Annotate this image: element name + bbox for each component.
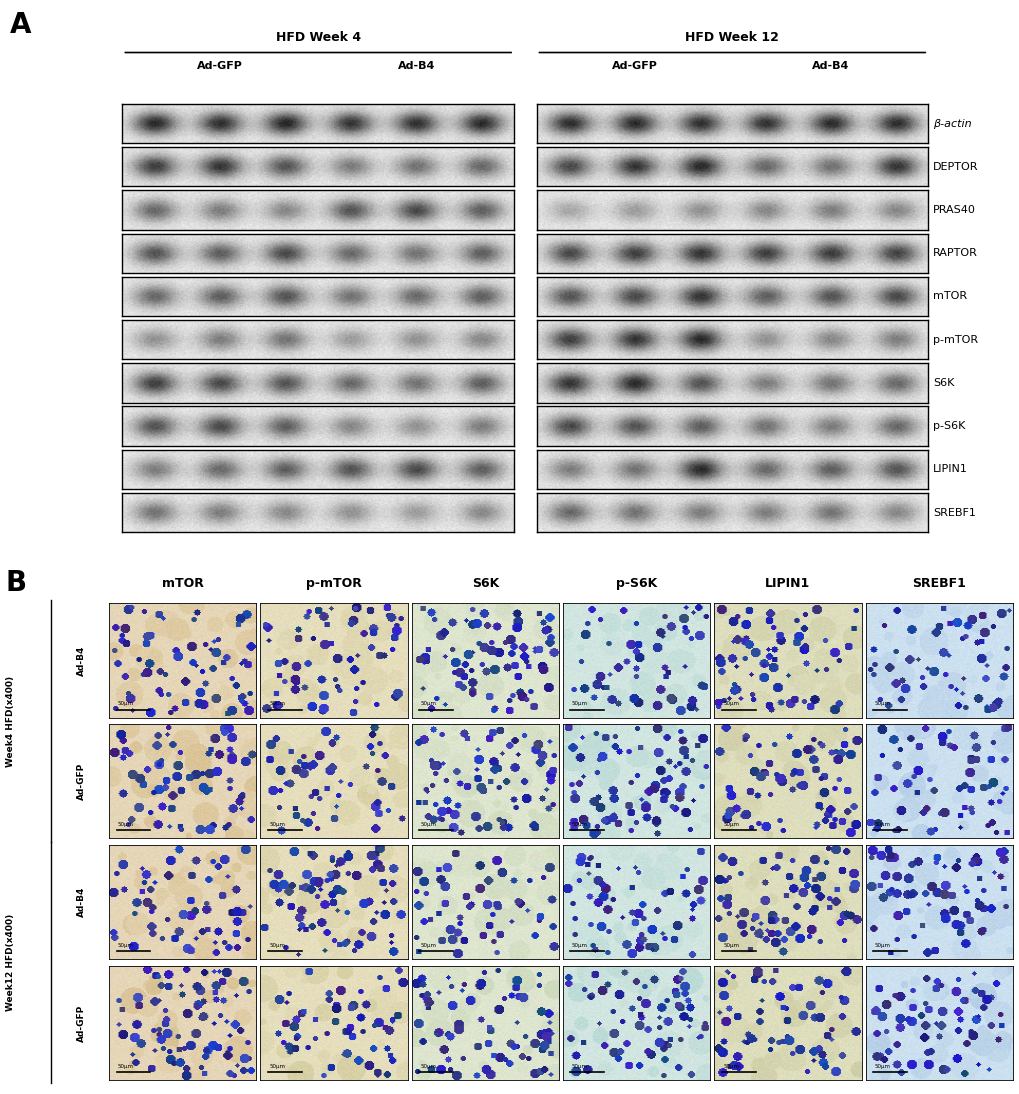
Text: HFD Week 12: HFD Week 12 [685,31,779,44]
Text: Week4 HFD(x400): Week4 HFD(x400) [6,675,14,767]
Text: PRAS40: PRAS40 [932,205,975,216]
Text: 50μm: 50μm [873,1063,890,1069]
Text: Ad-GFP: Ad-GFP [198,61,243,71]
Text: p-mTOR: p-mTOR [932,335,977,345]
Text: 50μm: 50μm [420,701,436,707]
Text: mTOR: mTOR [162,577,204,590]
Text: 50μm: 50μm [269,943,285,947]
Text: 50μm: 50μm [722,1063,739,1069]
Text: 50μm: 50μm [572,701,587,707]
Text: Ad-B4: Ad-B4 [77,645,86,676]
Text: 50μm: 50μm [269,1063,285,1069]
Text: 50μm: 50μm [873,943,890,947]
Text: 50μm: 50μm [722,943,739,947]
Text: 50μm: 50μm [118,1063,133,1069]
Text: 50μm: 50μm [118,943,133,947]
Text: β-actin: β-actin [932,118,971,129]
Text: HFD Week 4: HFD Week 4 [275,31,361,44]
Text: 50μm: 50μm [269,822,285,827]
Text: 50μm: 50μm [420,822,436,827]
Text: A: A [10,11,32,39]
Text: 50μm: 50μm [873,701,890,707]
Text: 50μm: 50μm [572,943,587,947]
Text: 50μm: 50μm [118,701,133,707]
Text: SREBF1: SREBF1 [911,577,965,590]
Text: 50μm: 50μm [118,822,133,827]
Text: Ad-GFP: Ad-GFP [77,763,86,800]
Text: mTOR: mTOR [932,291,966,302]
Text: p-mTOR: p-mTOR [306,577,362,590]
Text: LIPIN1: LIPIN1 [932,464,967,475]
Text: Ad-B4: Ad-B4 [397,61,434,71]
Text: 50μm: 50μm [722,701,739,707]
Text: 50μm: 50μm [572,822,587,827]
Text: Ad-B4: Ad-B4 [77,887,86,917]
Text: Ad-GFP: Ad-GFP [77,1004,86,1041]
Text: 50μm: 50μm [572,1063,587,1069]
Text: 50μm: 50μm [420,1063,436,1069]
Text: RAPTOR: RAPTOR [932,248,977,258]
Text: LIPIN1: LIPIN1 [764,577,810,590]
Text: DEPTOR: DEPTOR [932,162,978,172]
Text: 50μm: 50μm [269,701,285,707]
Text: p-S6K: p-S6K [615,577,656,590]
Text: Ad-GFP: Ad-GFP [611,61,656,71]
Text: S6K: S6K [471,577,498,590]
Text: 50μm: 50μm [420,943,436,947]
Text: p-S6K: p-S6K [932,421,965,431]
Text: S6K: S6K [932,377,954,388]
Text: B: B [5,569,26,596]
Text: 50μm: 50μm [722,822,739,827]
Text: Week12 HFD(x400): Week12 HFD(x400) [6,913,14,1011]
Text: 50μm: 50μm [873,822,890,827]
Text: Ad-B4: Ad-B4 [811,61,848,71]
Text: SREBF1: SREBF1 [932,508,975,517]
